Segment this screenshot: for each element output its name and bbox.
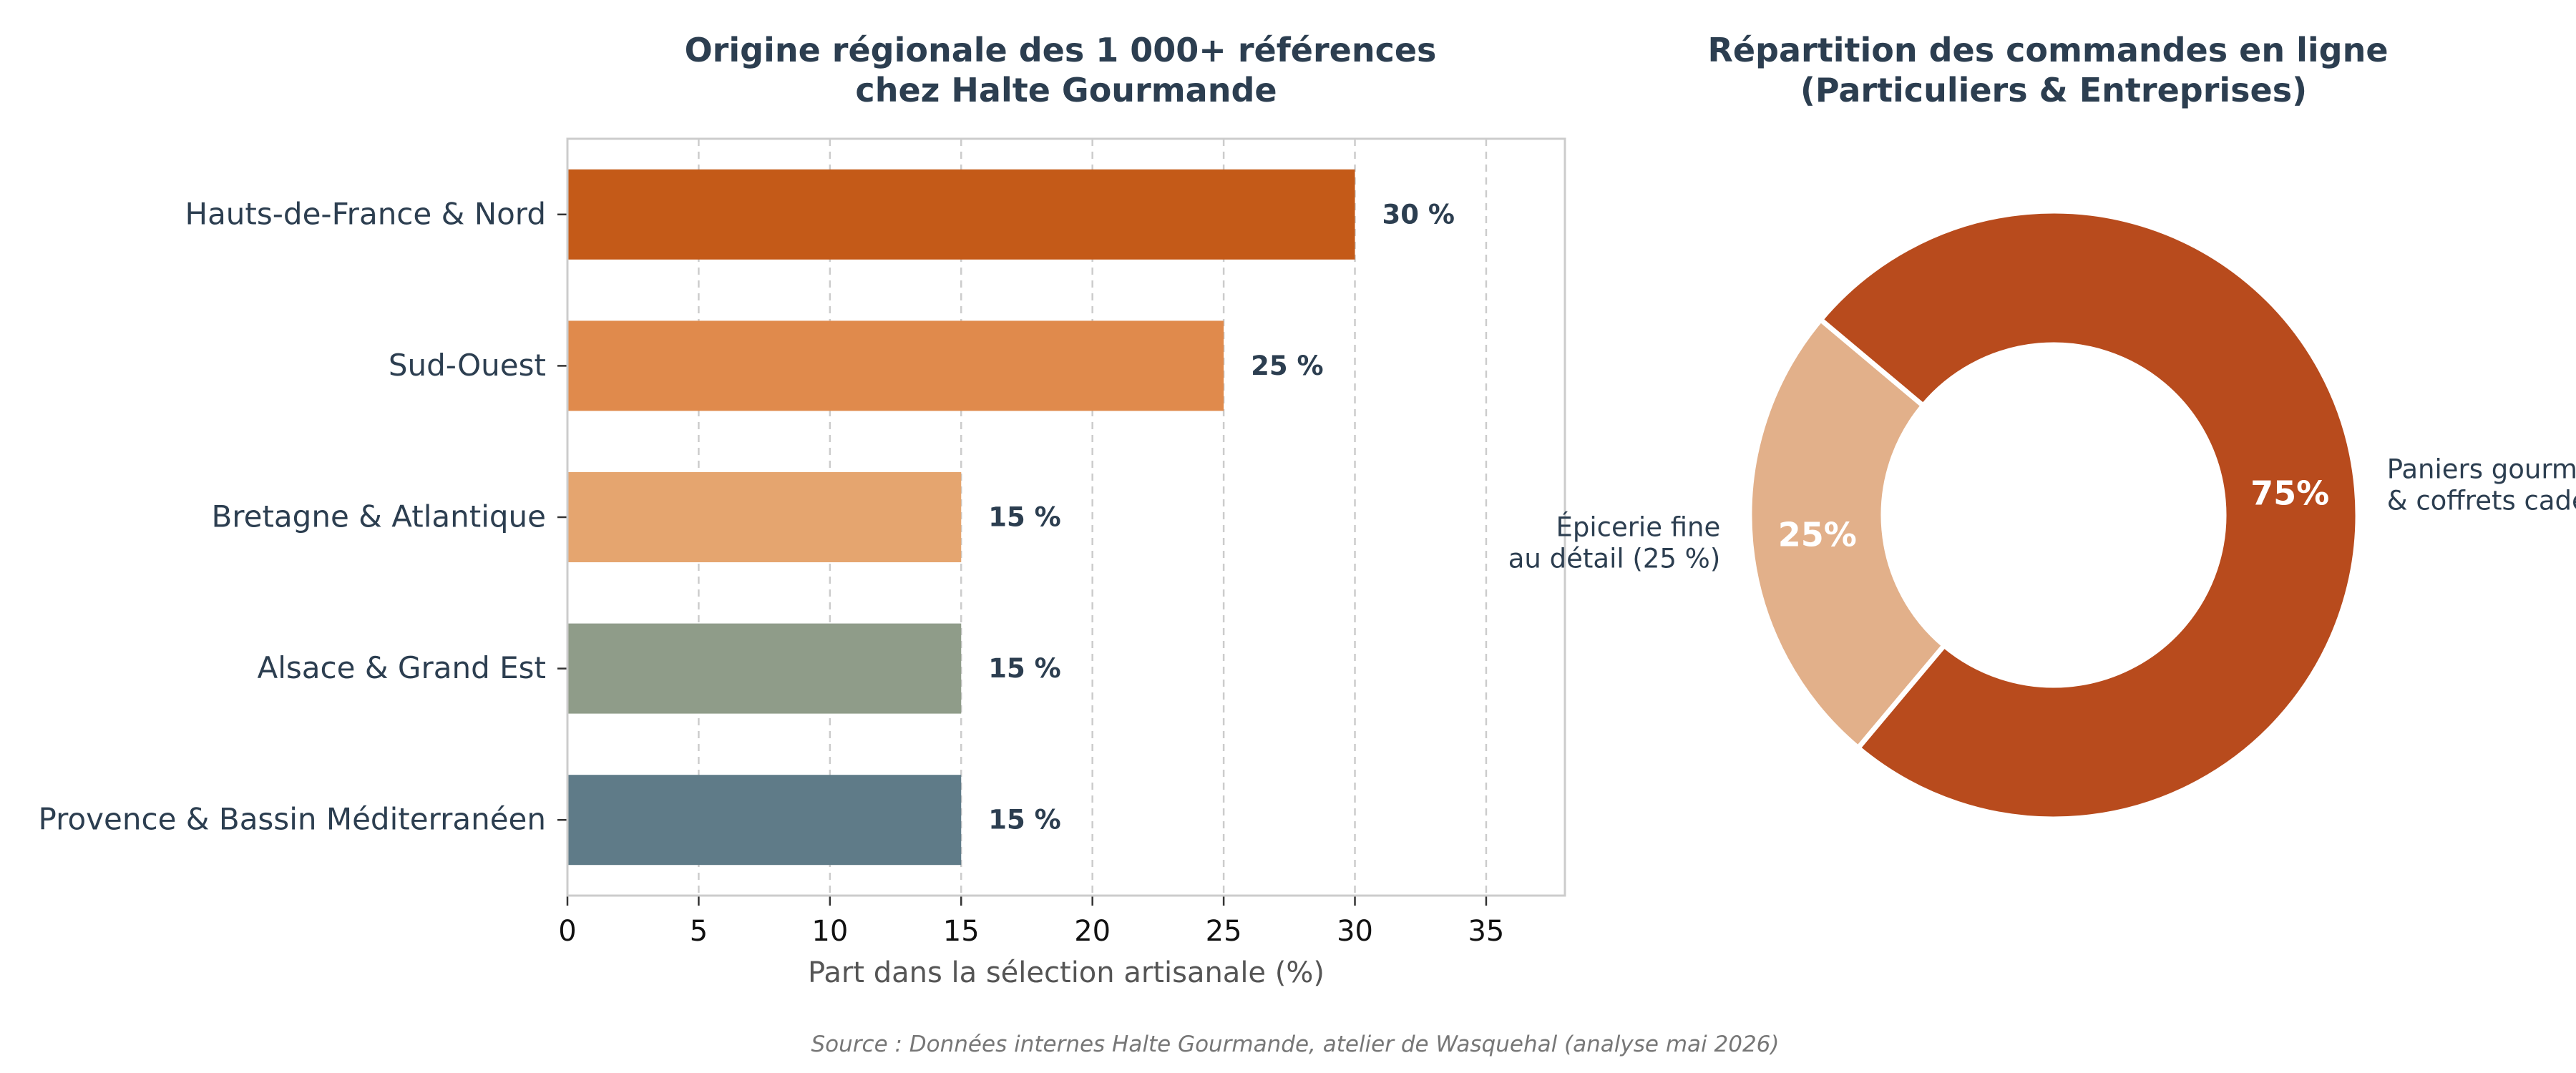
bar — [567, 775, 962, 866]
bar-chart-bars — [567, 169, 1355, 866]
donut-slice — [1747, 317, 1947, 751]
bar-value-label: 15 % — [988, 805, 1060, 836]
x-tick-label: 20 — [1074, 915, 1111, 948]
bar — [567, 623, 962, 714]
bar-chart-value-labels: 30 % 25 % 15 % 15 % 15 % — [988, 199, 1455, 835]
donut-slice-label-line: & coffrets cadeaux (75 %) — [2387, 485, 2576, 516]
bar-value-label: 15 % — [988, 653, 1060, 684]
x-tick-label: 0 — [558, 915, 576, 948]
bar — [567, 472, 962, 562]
x-tick-label: 15 — [943, 915, 980, 948]
donut-slice-label-line: Paniers gourmands — [2387, 454, 2576, 484]
bar-chart-x-axis: 0 5 10 15 20 25 30 35 — [558, 896, 1504, 948]
bar-chart-title: Origine régionale des 1 000+ références … — [685, 31, 1448, 109]
bar-value-label: 15 % — [988, 502, 1060, 533]
y-tick-label: Hauts-de-France & Nord — [185, 196, 546, 231]
y-tick-label: Sud-Ouest — [389, 348, 546, 383]
bar-value-label: 30 % — [1382, 199, 1455, 230]
donut-chart-labels: 25% Épicerie fine au détail (25 %) 75% Panie… — [1508, 454, 2576, 574]
bar-chart: Origine régionale des 1 000+ références … — [39, 31, 1566, 989]
donut-chart-slices — [1747, 208, 2361, 822]
bar-chart-title-line-2: chez Halte Gourmande — [855, 71, 1277, 109]
bar-chart-x-axis-label: Part dans la sélection artisanale (%) — [808, 956, 1324, 989]
y-tick-label: Provence & Bassin Méditerranéen — [39, 802, 546, 837]
donut-chart-title: Répartition des commandes en ligne (Part… — [1707, 31, 2399, 109]
x-tick-label: 10 — [811, 915, 848, 948]
x-tick-label: 5 — [690, 915, 708, 948]
bar — [567, 320, 1224, 411]
y-tick-label: Alsace & Grand Est — [258, 650, 546, 685]
donut-slice-label-line: Épicerie fine — [1556, 511, 1720, 542]
bar-value-label: 25 % — [1251, 351, 1323, 381]
x-tick-label: 30 — [1337, 915, 1373, 948]
donut-slice-label-line: au détail (25 %) — [1508, 543, 1721, 574]
bar-chart-title-line-1: Origine régionale des 1 000+ références — [685, 31, 1437, 69]
x-tick-label: 35 — [1468, 915, 1504, 948]
donut-chart: Répartition des commandes en ligne (Part… — [1508, 31, 2576, 822]
donut-chart-title-line-2: (Particuliers & Entreprises) — [1800, 71, 2307, 109]
donut-percent-label: 25% — [1778, 515, 1857, 554]
y-tick-label: Bretagne & Atlantique — [211, 499, 546, 534]
donut-slice-label: Épicerie fine au détail (25 %) — [1508, 511, 1721, 574]
donut-chart-title-line-1: Répartition des commandes en ligne — [1707, 31, 2388, 69]
x-tick-label: 25 — [1206, 915, 1242, 948]
source-note: Source : Données internes Halte Gourmand… — [811, 1032, 1780, 1057]
donut-slice — [1818, 208, 2361, 822]
donut-slice-label: Paniers gourmands& coffrets cadeaux (75 … — [2387, 454, 2576, 516]
donut-percent-label: 75% — [2250, 474, 2329, 513]
bar — [567, 169, 1355, 260]
bar-chart-y-axis: Hauts-de-France & Nord Sud-Ouest Bretagne … — [39, 196, 567, 837]
bar-chart-frame — [566, 137, 1566, 897]
